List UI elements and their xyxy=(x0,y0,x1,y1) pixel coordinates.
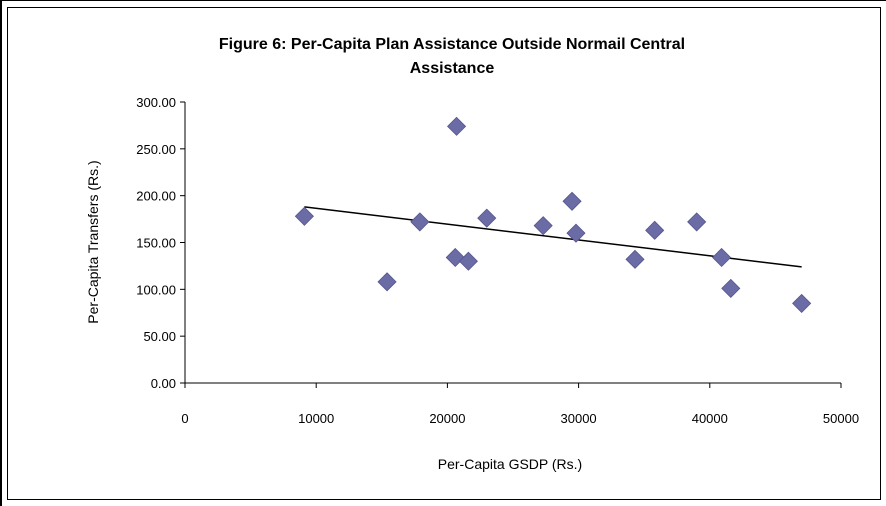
chart-title-line-2: Assistance xyxy=(410,60,495,77)
data-points xyxy=(294,116,812,313)
x-tick-label: 50000 xyxy=(823,411,859,426)
y-tick-label: 0.00 xyxy=(151,376,176,391)
data-point xyxy=(687,212,707,232)
data-point xyxy=(792,293,812,313)
x-tick-label: 40000 xyxy=(692,411,728,426)
data-point xyxy=(447,116,467,136)
data-point xyxy=(533,216,553,236)
data-point xyxy=(566,223,586,243)
x-tick-label: 10000 xyxy=(298,411,334,426)
page-left-rule xyxy=(0,0,2,506)
page-top-rule xyxy=(0,0,886,1)
x-tick-label: 0 xyxy=(181,411,188,426)
data-point xyxy=(645,220,665,240)
data-point xyxy=(294,206,314,226)
data-point xyxy=(721,278,741,298)
y-axis-label: Per-Capita Transfers (Rs.) xyxy=(85,160,101,323)
data-point xyxy=(377,272,397,292)
x-axis-label: Per-Capita GSDP (Rs.) xyxy=(438,456,582,472)
y-tick-label: 200.00 xyxy=(136,189,176,204)
axes: 0.00 50.00 100.00 150.00 200.00 250.00 300.00 0… xyxy=(136,95,859,426)
x-tick-label: 30000 xyxy=(561,411,597,426)
y-tick-label: 300.00 xyxy=(136,95,176,110)
chart-title-line-1: Figure 6: Per-Capita Plan Assistance Out… xyxy=(219,36,685,53)
y-tick-label: 250.00 xyxy=(136,142,176,157)
data-point xyxy=(477,208,497,228)
y-tick-label: 150.00 xyxy=(136,236,176,251)
x-tick-label: 20000 xyxy=(429,411,465,426)
chart-area-border xyxy=(7,7,881,500)
data-point xyxy=(712,247,732,268)
y-tick-label: 50.00 xyxy=(143,329,176,344)
data-point xyxy=(410,212,430,232)
data-point xyxy=(562,191,582,211)
data-point xyxy=(625,249,645,269)
y-tick-label: 100.00 xyxy=(136,282,176,297)
data-point xyxy=(458,251,478,271)
